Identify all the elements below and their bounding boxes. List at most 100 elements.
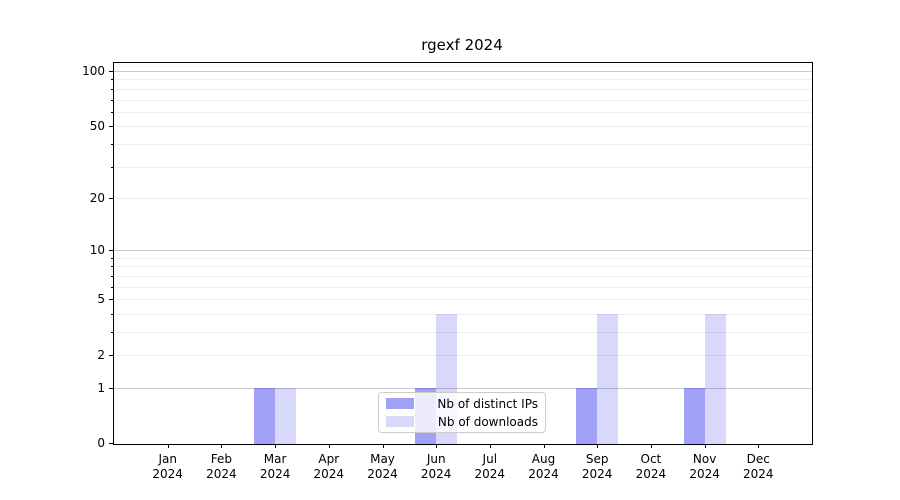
y-tick-2 [109,355,114,357]
y-gridline-minor-80 [114,88,812,90]
x-label-month: Jan [158,452,177,466]
bar-distinct-ips-sep [576,388,598,444]
x-tick-aug [543,444,545,448]
legend-entry-distinct-ips: Nb of distinct IPs [386,397,538,411]
y-minor-tick-90 [111,79,114,81]
x-label-year: 2024 [581,467,613,481]
bar-distinct-ips-mar [254,388,276,444]
x-tick-dec [758,444,760,448]
y-tick-label-5: 5 [97,292,105,307]
x-label-year: 2024 [635,467,667,481]
x-label-month: Jun [426,452,446,466]
legend-entry-downloads: Nb of downloads [386,415,538,429]
legend-swatch-downloads [386,416,414,427]
x-tick-jan [167,444,169,448]
x-label-year: 2024 [474,467,506,481]
y-gridline-major-1 [114,388,812,389]
x-tick-label-apr: Apr 2024 [301,452,357,482]
x-tick-jul [489,444,491,448]
bar-distinct-ips-nov [683,388,705,444]
y-tick-label-20: 20 [89,190,105,205]
x-label-month: Mar [263,452,287,466]
legend-label-distinct-ips: Nb of distinct IPs [437,396,538,411]
x-tick-label-jan: Jan 2024 [140,452,196,482]
x-label-year: 2024 [152,467,183,481]
y-minor-tick-80 [111,88,114,90]
y-gridline-minor-9 [114,257,812,259]
x-label-month: Sep [585,452,609,466]
x-label-year: 2024 [313,467,345,481]
y-gridline-minor-4 [114,313,812,315]
y-minor-tick-8 [111,266,114,268]
y-gridline-major-10 [114,250,812,252]
x-tick-mar [275,444,277,448]
y-tick-100 [109,71,114,72]
x-tick-label-may: May 2024 [355,452,411,482]
y-tick-label-2: 2 [97,348,105,363]
x-label-year: 2024 [689,467,720,481]
x-label-year: 2024 [420,467,452,481]
x-tick-feb [221,444,223,448]
y-minor-tick-4 [111,313,114,315]
y-minor-tick-3 [111,332,114,333]
x-label-month: Oct [640,452,662,466]
y-tick-label-100: 100 [82,64,105,78]
x-tick-jun [436,444,438,448]
y-gridline-minor-90 [114,79,812,81]
y-tick-label-50: 50 [89,119,105,134]
y-gridline-minor-40 [114,143,812,145]
y-gridline-minor-70 [114,99,812,101]
bar-downloads-nov [704,313,726,444]
y-minor-tick-30 [111,166,114,168]
y-gridline-minor-5 [114,299,812,301]
y-gridline-minor-50 [114,126,812,128]
x-tick-oct [650,444,652,448]
x-label-year: 2024 [743,467,774,481]
y-gridline-minor-6 [114,286,812,288]
y-minor-tick-7 [111,275,114,277]
legend-swatch-distinct-ips [386,398,414,409]
y-tick-1 [109,388,114,389]
y-tick-50 [109,126,114,128]
x-tick-label-aug: Aug 2024 [516,452,572,482]
y-gridline-minor-3 [114,332,812,333]
y-gridline-minor-30 [114,166,812,168]
y-tick-label-10: 10 [89,243,105,258]
y-minor-tick-9 [111,257,114,259]
x-tick-label-jul: Jul 2024 [462,452,518,482]
y-gridline-minor-60 [114,111,812,113]
x-tick-may [382,444,384,448]
x-label-month: Jul [482,452,498,466]
x-label-month: Feb [210,452,233,466]
x-label-year: 2024 [259,467,291,481]
legend: Nb of distinct IPs Nb of downloads [378,392,546,433]
bar-downloads-mar [275,388,297,444]
y-gridline-minor-20 [114,197,812,199]
x-tick-label-dec: Dec 2024 [730,452,786,482]
y-minor-tick-40 [111,143,114,145]
x-label-month: Dec [746,452,770,466]
y-tick-0 [109,443,114,444]
y-gridline-minor-8 [114,266,812,268]
x-label-year: 2024 [528,467,559,481]
y-gridline-major-100 [114,71,812,72]
x-tick-label-nov: Nov 2024 [677,452,733,482]
y-minor-tick-6 [111,286,114,288]
x-tick-label-sep: Sep 2024 [569,452,625,482]
x-label-year: 2024 [367,467,398,481]
chart-title: rgexf 2024 [421,36,503,54]
plot-area: Jan 2024 Feb 2024 Mar 2024 Apr 2024 May 2024 Jun 20… [82,62,813,481]
y-minor-tick-70 [111,99,114,101]
x-label-year: 2024 [206,467,237,481]
y-tick-label-0: 0 [97,436,105,450]
x-tick-label-mar: Mar 2024 [247,452,303,482]
y-tick-5 [109,299,114,301]
legend-label-downloads: Nb of downloads [437,414,538,429]
x-label-month: Apr [318,452,340,466]
x-tick-label-oct: Oct 2024 [623,452,679,482]
x-tick-label-feb: Feb 2024 [193,452,249,482]
x-tick-sep [597,444,599,448]
y-gridline-minor-7 [114,275,812,277]
y-tick-label-1: 1 [97,381,105,395]
